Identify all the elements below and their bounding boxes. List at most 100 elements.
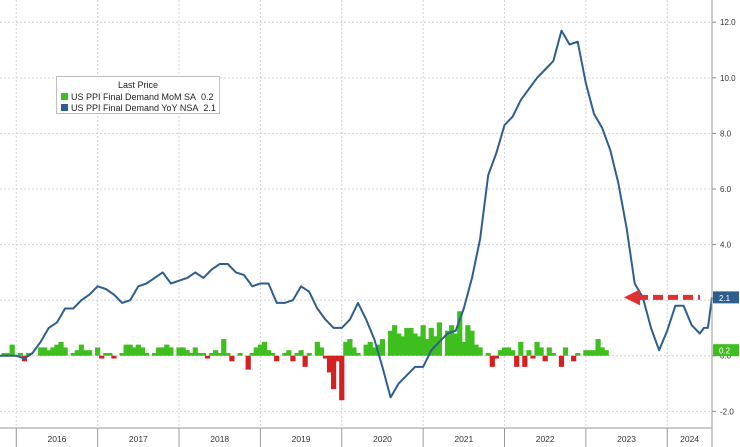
- mom-bar: [46, 350, 52, 356]
- legend-item-yoy: US PPI Final Demand YoY NSA 2.1: [57, 102, 219, 113]
- mom-bar: [457, 311, 463, 356]
- mom-bar: [95, 347, 101, 356]
- mom-bar: [204, 355, 211, 359]
- mom-bar: [192, 347, 198, 356]
- mom-bar: [152, 352, 158, 356]
- mom-bar: [119, 352, 125, 356]
- mom-bar: [408, 327, 414, 356]
- mom-bar: [510, 350, 516, 356]
- x-tick-label: 2021: [454, 434, 473, 444]
- mom-bar: [180, 347, 186, 356]
- x-axis: 2016 2017 2018 2019 2020 2021 2022 2023 2024: [0, 427, 712, 447]
- mom-bar: [314, 341, 320, 356]
- mom-bar: [261, 341, 268, 356]
- mom-bar: [534, 341, 540, 356]
- mom-bar: [131, 347, 137, 356]
- mom-bar: [428, 327, 434, 356]
- mom-bar: [322, 355, 329, 359]
- y-tick-label: 6.0: [720, 185, 732, 194]
- mom-bar: [168, 347, 174, 356]
- mom-bars: [1, 311, 609, 401]
- mom-bar: [50, 347, 56, 356]
- mom-bar: [286, 350, 292, 356]
- mom-bar: [526, 350, 532, 356]
- mom-bar: [103, 352, 109, 356]
- mom-bar: [78, 344, 84, 356]
- mom-bar: [505, 347, 512, 356]
- x-tick-label: 2017: [129, 434, 148, 444]
- mom-bar: [489, 355, 495, 367]
- red-dashed-arrow: [624, 289, 700, 306]
- mom-bar: [123, 344, 129, 356]
- mom-bar: [603, 350, 609, 356]
- mom-bar: [542, 355, 548, 362]
- mom-bar: [497, 350, 504, 356]
- mom-bar: [347, 339, 353, 356]
- mom-bar: [184, 350, 190, 356]
- mom-bar: [518, 341, 524, 356]
- mom-bar: [453, 333, 459, 356]
- legend-label-yoy: US PPI Final Demand YoY NSA: [71, 102, 199, 113]
- mom-bar: [469, 330, 475, 356]
- mom-bar: [392, 325, 398, 356]
- mom-bar: [318, 347, 325, 356]
- mom-bar: [355, 352, 361, 356]
- chart-grid: [0, 0, 712, 428]
- last-value-tag: [713, 291, 739, 304]
- legend-title: Last Price: [117, 80, 159, 90]
- x-tick-label: 2022: [536, 434, 555, 444]
- last-value-label: 2.1: [719, 294, 731, 303]
- mom-bar: [449, 325, 455, 356]
- mom-bar: [420, 325, 426, 356]
- mom-bar: [562, 347, 569, 356]
- x-tick-label: 2024: [680, 434, 699, 444]
- mom-bar: [514, 355, 520, 367]
- mom-bar: [54, 344, 60, 356]
- mom-bar: [379, 339, 386, 356]
- mom-bar: [42, 347, 48, 356]
- mom-bar: [400, 336, 406, 356]
- mom-bar: [371, 347, 377, 356]
- mom-bar: [424, 339, 430, 356]
- mom-bar: [225, 352, 231, 356]
- mom-bar: [591, 350, 597, 356]
- mom-bar: [127, 344, 133, 356]
- mom-bar: [9, 344, 15, 356]
- x-tick-label: 2020: [373, 434, 392, 444]
- x-tick-label: 2016: [47, 434, 66, 444]
- mom-bar: [196, 352, 202, 356]
- y-tick-label: -2.0: [720, 407, 734, 416]
- mom-bar: [282, 352, 288, 356]
- mom-bar: [571, 355, 577, 362]
- mom-bar: [200, 352, 207, 356]
- mom-bar: [1, 352, 7, 356]
- mom-bar: [335, 355, 341, 362]
- mom-bar: [331, 355, 337, 390]
- x-tick-label: 2018: [210, 434, 229, 444]
- mom-bar: [107, 352, 113, 356]
- y-tick-label: 10.0: [720, 74, 736, 83]
- mom-bar: [257, 344, 263, 356]
- mom-bar: [436, 322, 443, 356]
- mom-bar: [587, 350, 593, 356]
- mom-bar: [339, 355, 345, 401]
- mom-bar: [25, 352, 32, 356]
- legend-swatch-mom: [61, 93, 68, 100]
- legend-value-yoy: 2.1: [203, 102, 216, 113]
- y-tick-label: 12.0: [720, 18, 736, 27]
- mom-bar: [522, 355, 528, 367]
- mom-bar: [461, 341, 467, 356]
- mom-bar: [473, 344, 479, 356]
- last-value-tag: [713, 344, 739, 357]
- mom-bar: [208, 352, 215, 356]
- mom-bar: [253, 347, 259, 356]
- mom-bar: [599, 347, 605, 356]
- arrow-head: [624, 289, 640, 306]
- mom-bar: [99, 355, 105, 359]
- mom-bar: [111, 355, 117, 359]
- last-value-label: 0.2: [719, 347, 731, 356]
- mom-bar: [5, 352, 11, 356]
- mom-bar: [477, 347, 483, 356]
- mom-bar: [265, 350, 272, 356]
